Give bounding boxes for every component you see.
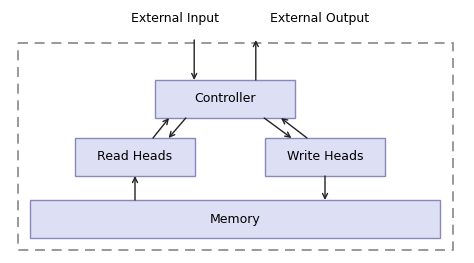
Text: Controller: Controller [194, 93, 256, 105]
Text: Read Heads: Read Heads [98, 150, 173, 164]
Text: Write Heads: Write Heads [287, 150, 363, 164]
Text: External Input: External Input [131, 12, 219, 25]
Text: External Output: External Output [271, 12, 370, 25]
Text: Memory: Memory [210, 213, 260, 225]
Bar [18, 43, 453, 250]
FancyBboxPatch shape [30, 200, 440, 238]
FancyBboxPatch shape [155, 80, 295, 118]
FancyBboxPatch shape [265, 138, 385, 176]
FancyBboxPatch shape [75, 138, 195, 176]
